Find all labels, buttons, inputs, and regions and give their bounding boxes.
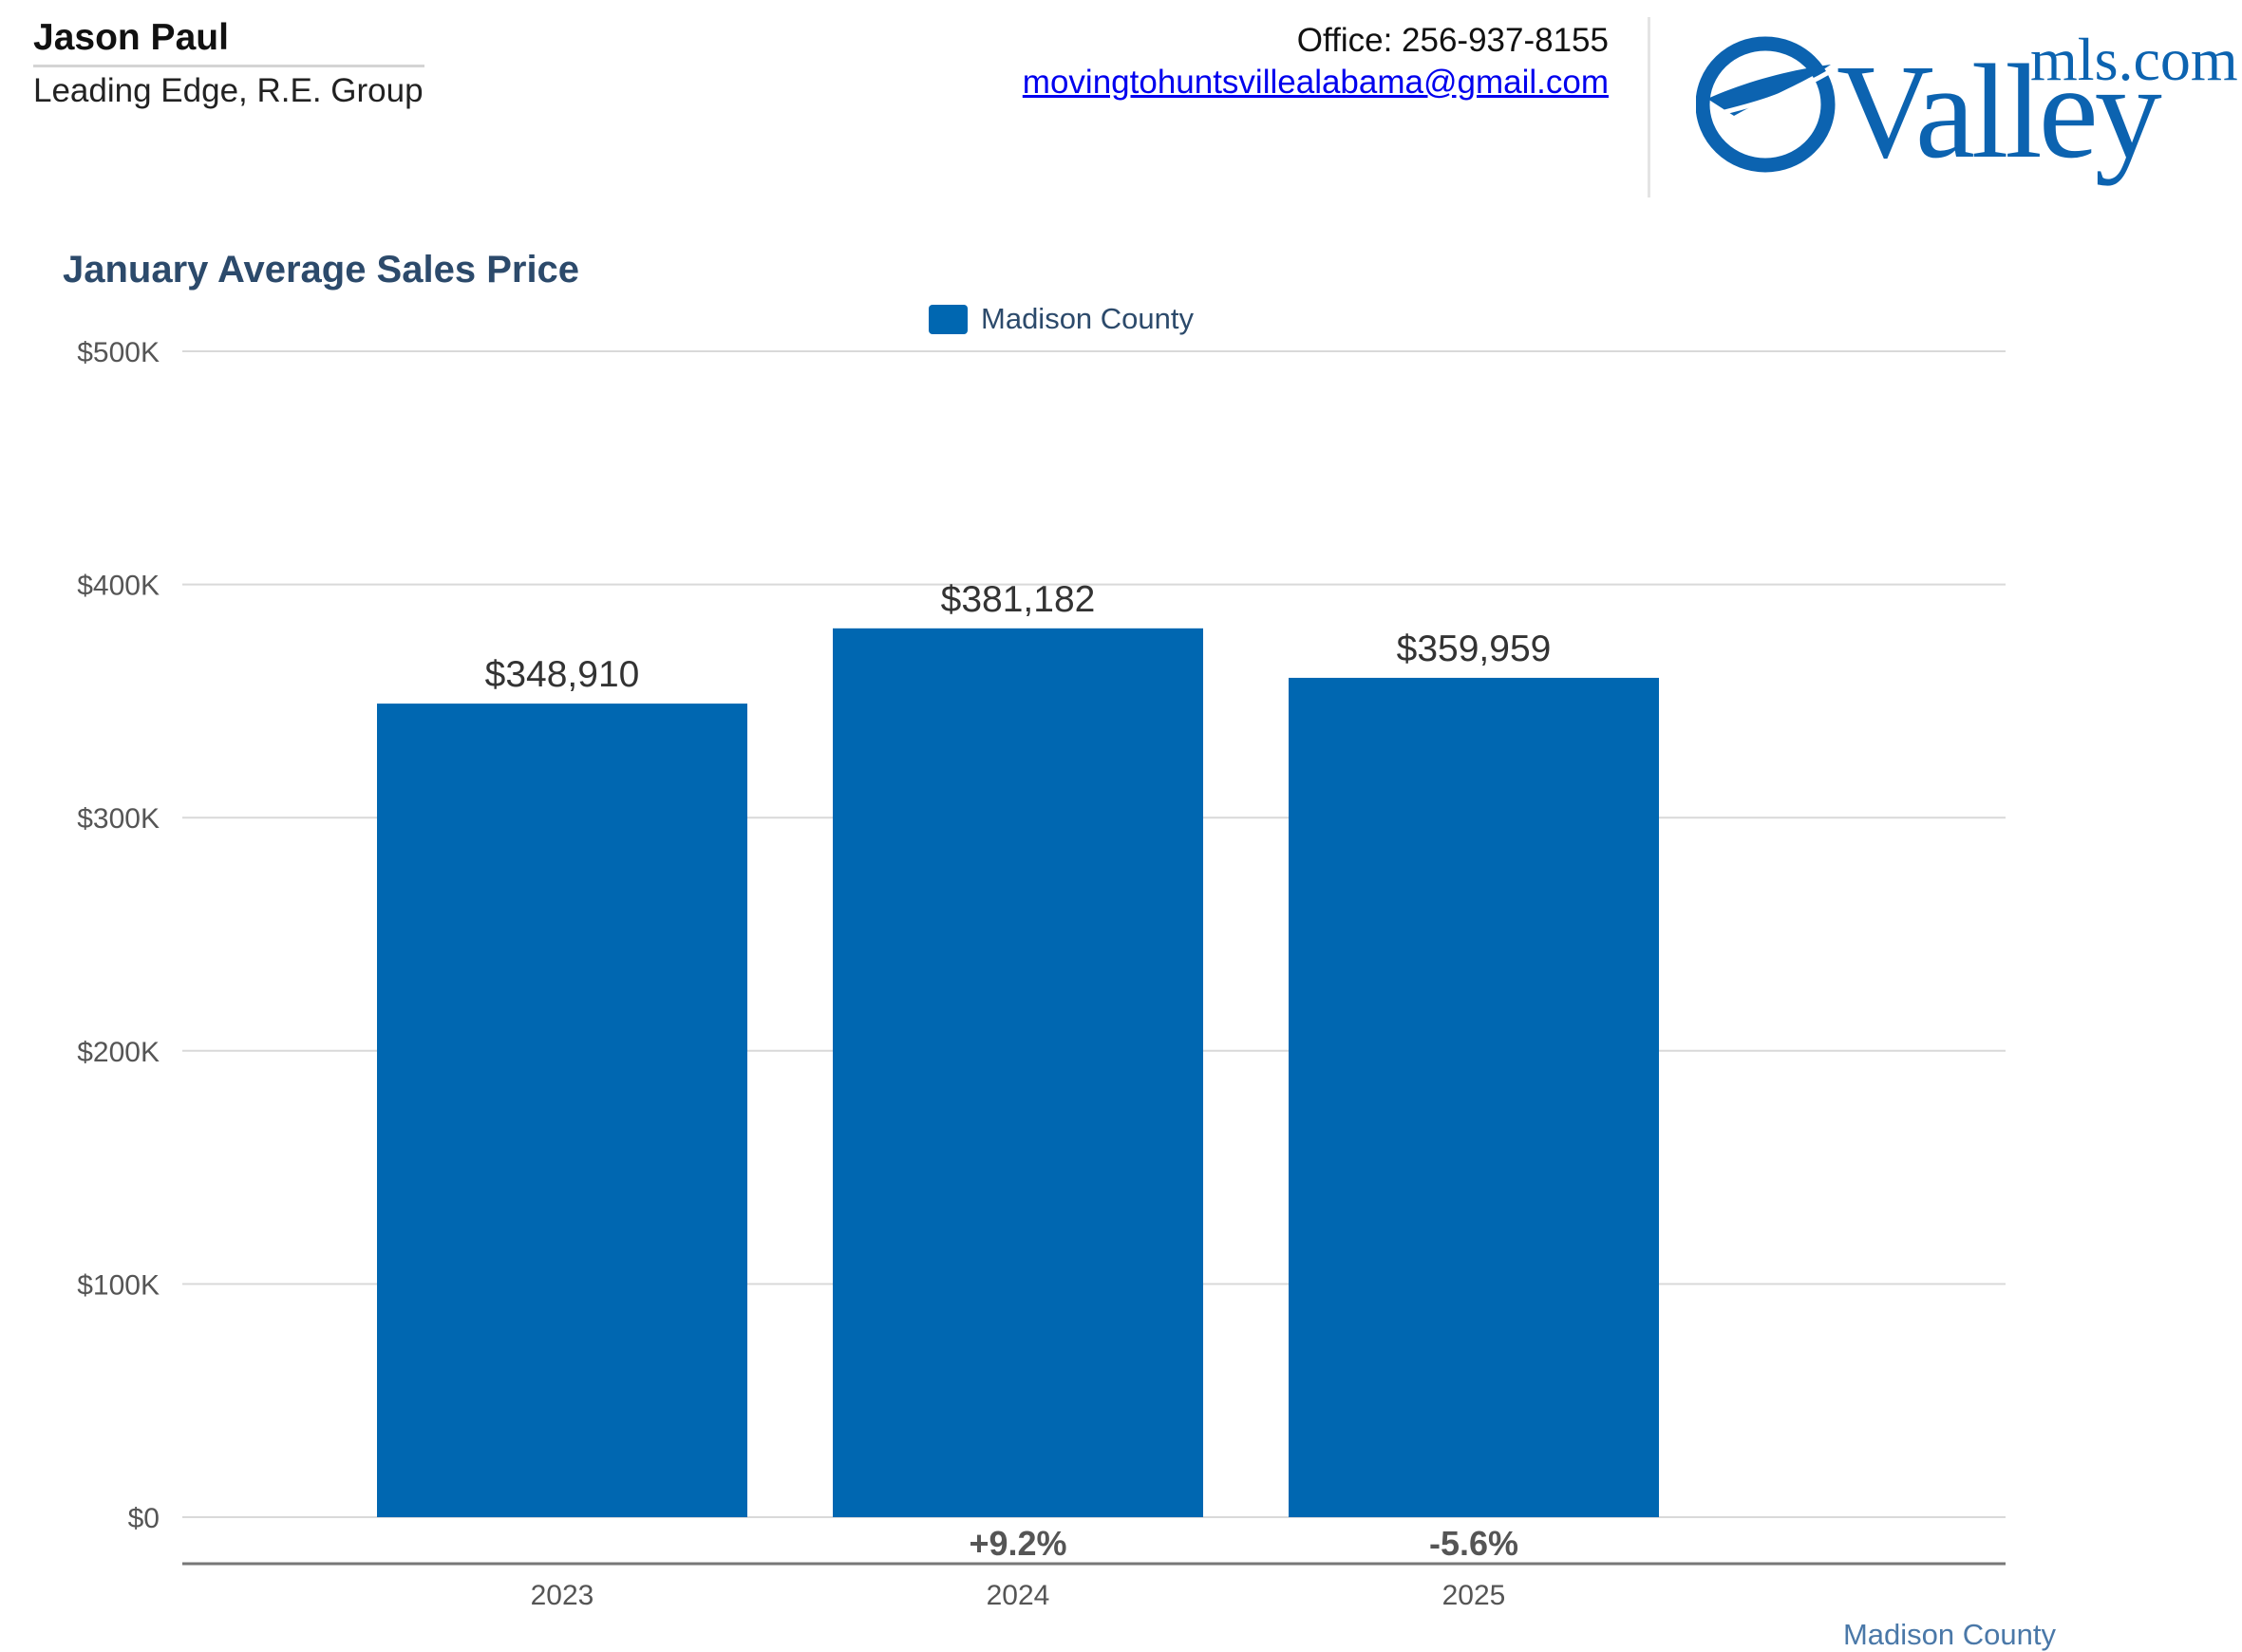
bar <box>1289 677 1659 1517</box>
y-tick-label: $100K <box>77 1269 160 1301</box>
email-link[interactable]: movingtohuntsvillealabama@gmail.com <box>1022 64 1609 101</box>
bar-value-label: $381,182 <box>941 579 1096 620</box>
logo-swoosh-icon <box>1696 36 1836 173</box>
bar-value-label: $359,959 <box>1397 629 1552 669</box>
change-label: +9.2% <box>969 1524 1066 1563</box>
footer-note: Madison County <box>1842 1618 2056 1651</box>
y-tick-label: $400K <box>77 571 160 602</box>
office-phone: Office: 256-937-8155 <box>1296 22 1609 59</box>
y-tick-label: $0 <box>128 1503 160 1534</box>
bar <box>833 628 1203 1517</box>
header-divider <box>1648 17 1650 197</box>
agent-name-underline <box>33 65 424 67</box>
legend-swatch <box>929 304 968 334</box>
contact-block: Office: 256-937-8155 movingtohuntsvillea… <box>1023 21 1609 104</box>
x-tick-label: 2025 <box>1442 1580 1506 1611</box>
logo-word: Valley <box>1837 36 2162 186</box>
chart-legend[interactable]: Madison County <box>929 302 1194 336</box>
y-tick-label: $500K <box>77 337 160 368</box>
x-tick-label: 2023 <box>531 1580 594 1611</box>
bar <box>377 704 747 1517</box>
x-tick-label: 2024 <box>987 1580 1050 1611</box>
agent-name: Jason Paul <box>33 17 229 58</box>
logo-suffix: mls.com <box>2030 26 2238 93</box>
chart-title: January Average Sales Price <box>63 249 580 291</box>
y-tick-label: $200K <box>77 1037 160 1068</box>
legend-label: Madison County <box>981 302 1195 335</box>
bar-value-label: $348,910 <box>485 654 640 695</box>
agent-company: Leading Edge, R.E. Group <box>33 72 424 109</box>
change-label: -5.6% <box>1429 1524 1518 1563</box>
y-tick-label: $300K <box>77 803 160 835</box>
